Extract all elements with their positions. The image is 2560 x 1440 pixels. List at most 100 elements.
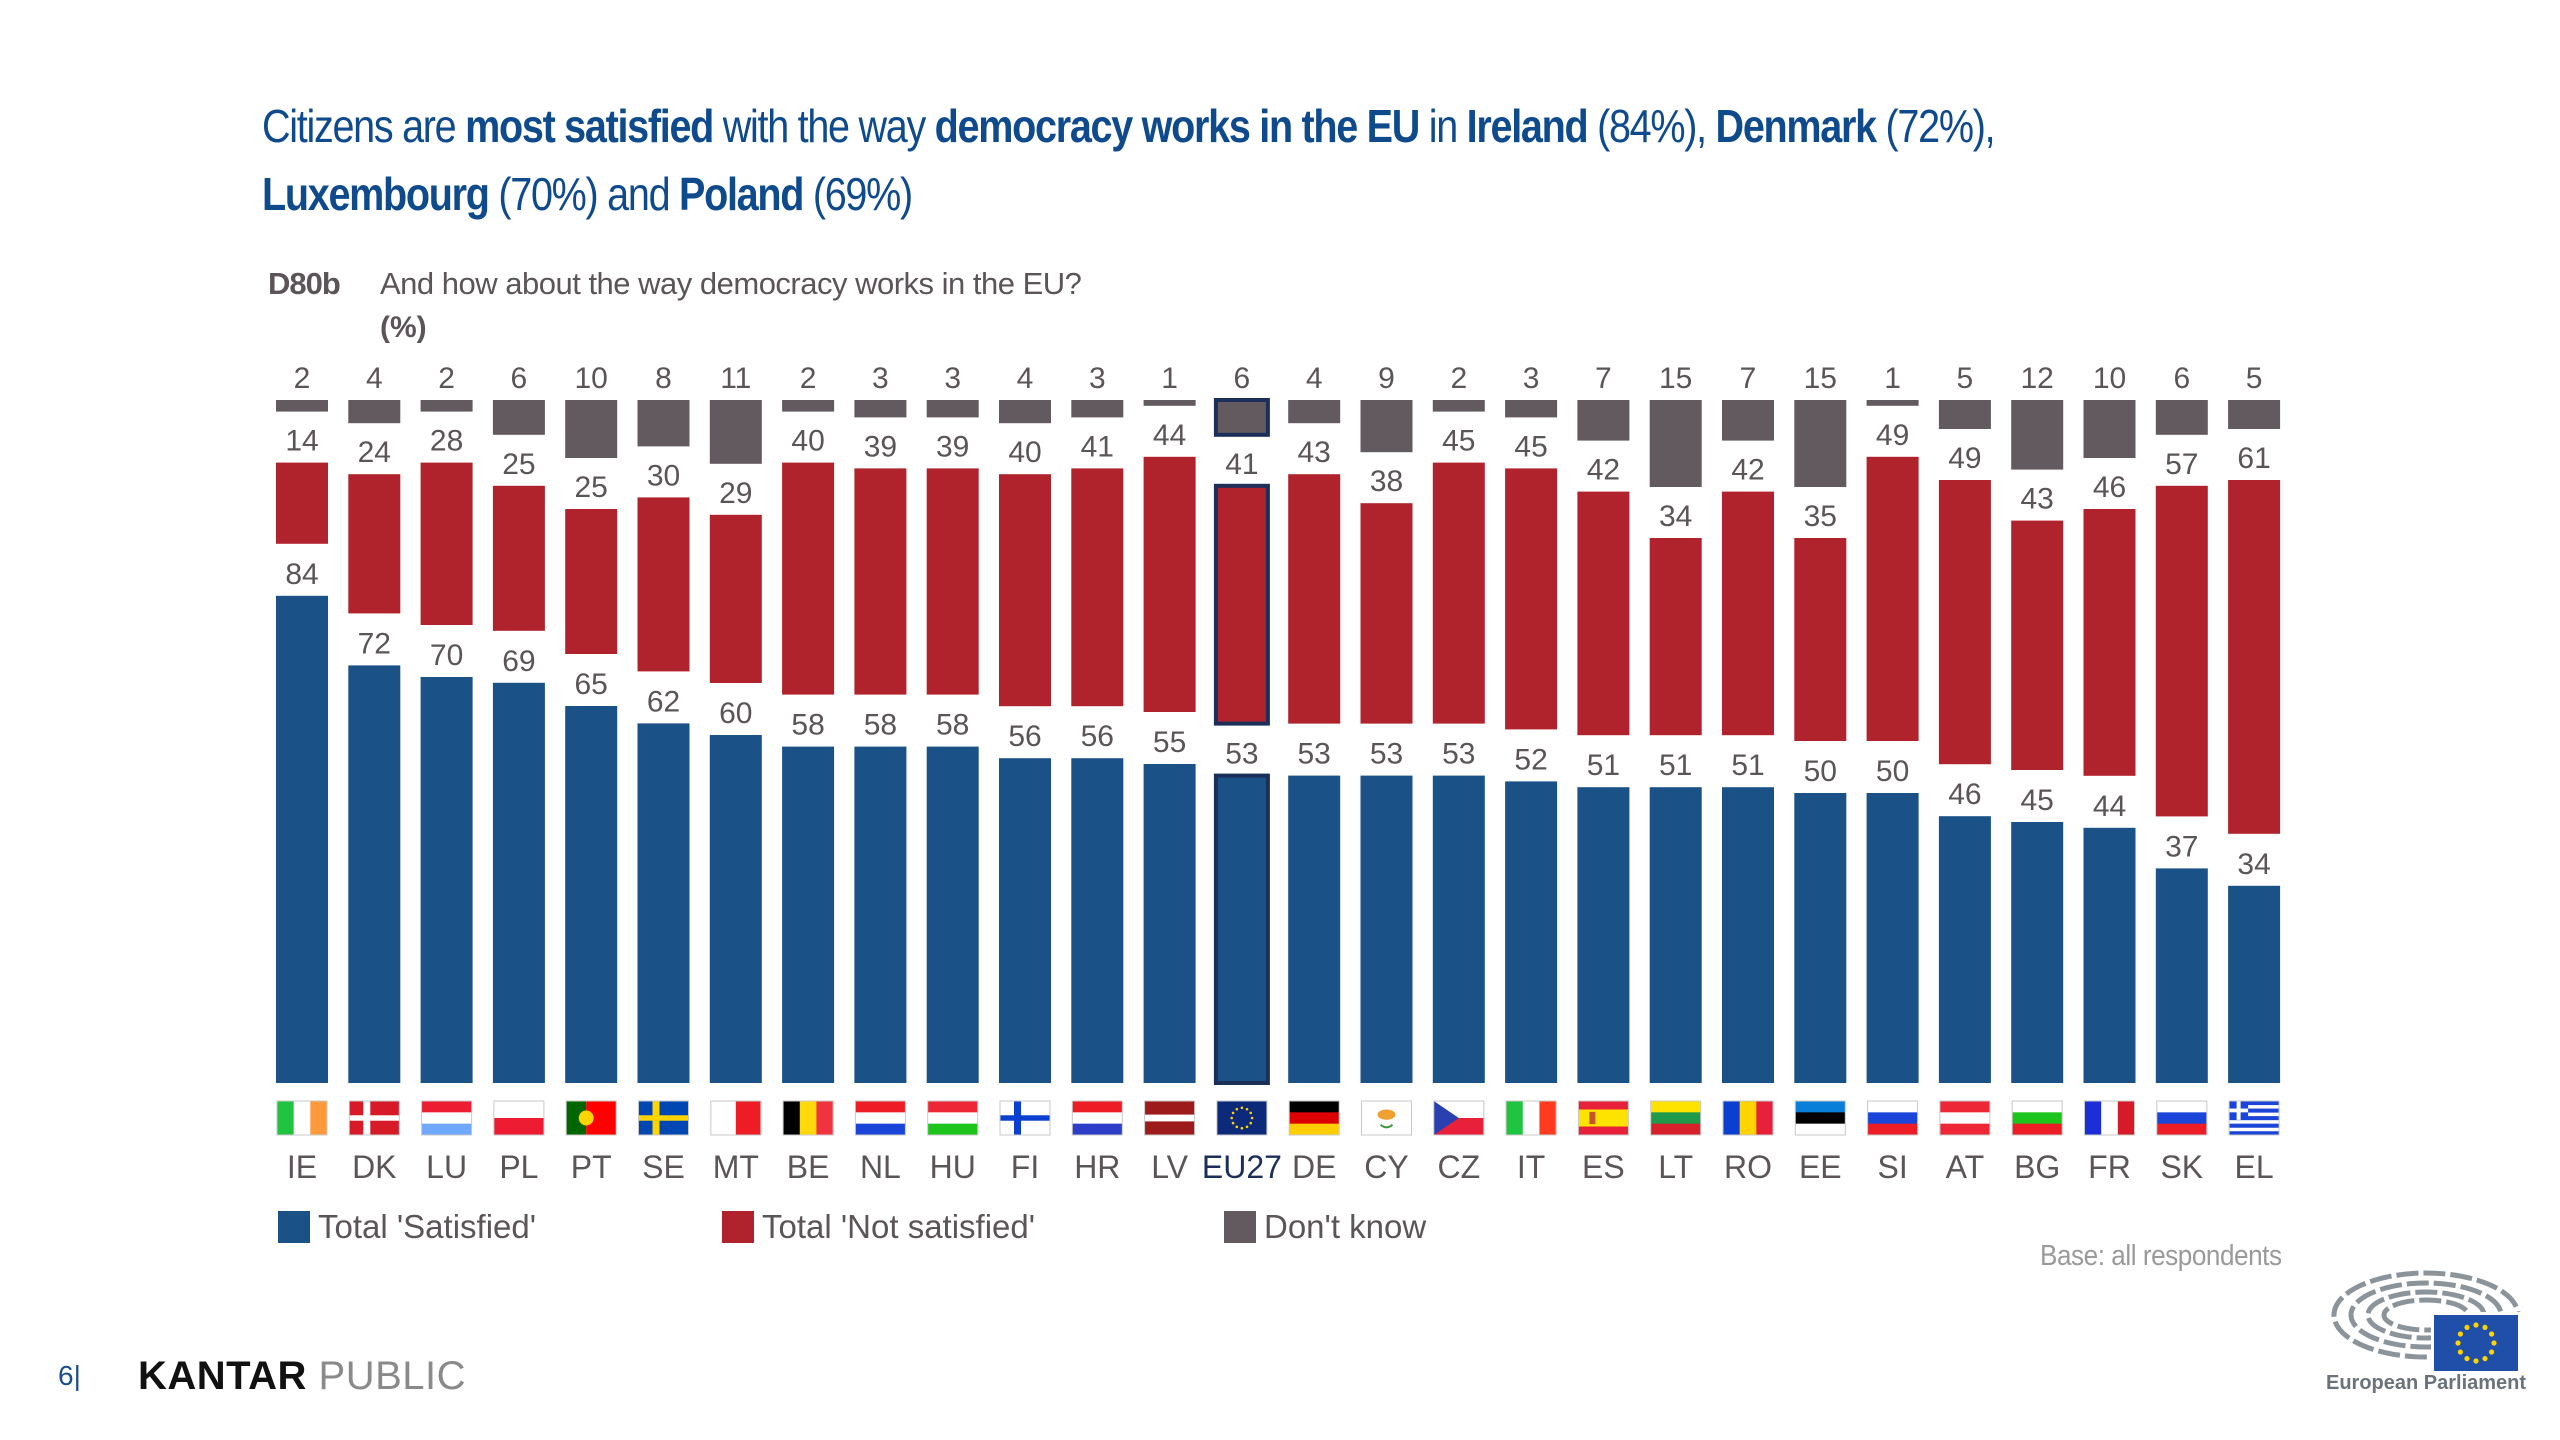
bar-satisfied	[1143, 764, 1196, 1083]
bar-satisfied	[1866, 793, 1919, 1083]
category-label: HU	[930, 1149, 976, 1185]
label-dont-know: 7	[1740, 362, 1757, 395]
category-label: LV	[1151, 1149, 1188, 1185]
flag-nl-icon	[854, 1100, 906, 1136]
flag-es-icon	[1577, 1100, 1629, 1136]
label-dont-know: 3	[872, 362, 889, 395]
label-dont-know: 15	[1659, 362, 1692, 395]
bar-not-satisfied	[1213, 483, 1270, 726]
bar-satisfied	[2155, 868, 2208, 1083]
label-not-satisfied: 61	[2237, 442, 2270, 475]
label-dont-know: 6	[1234, 362, 1251, 395]
eu-star-icon	[2491, 1340, 2497, 1346]
title-segment: (72%),	[1875, 100, 1996, 152]
category-label: ES	[1582, 1149, 1625, 1185]
legend-item-not-satisfied: Total 'Not satisfied'	[722, 1208, 1035, 1246]
bar-not-satisfied	[420, 462, 473, 625]
flag-eu27-icon	[1216, 1100, 1268, 1136]
bar-dont-know	[1213, 398, 1270, 437]
bar-dont-know	[2011, 400, 2064, 470]
bar-satisfied	[637, 723, 690, 1083]
flag-lu-icon	[421, 1100, 473, 1136]
label-dont-know: 15	[1804, 362, 1837, 395]
bar-satisfied	[1938, 816, 1991, 1083]
flag-ro-icon	[1722, 1100, 1774, 1136]
flag-ie-icon	[276, 1100, 328, 1136]
eu-star-icon	[2482, 1355, 2488, 1362]
label-satisfied: 56	[1081, 720, 1114, 753]
flag-sk-icon	[2156, 1100, 2208, 1136]
label-satisfied: 53	[1298, 738, 1331, 771]
bar-satisfied	[1722, 787, 1774, 1083]
bar-dont-know	[1649, 400, 1702, 487]
label-not-satisfied: 41	[1225, 448, 1258, 481]
label-satisfied: 56	[1008, 720, 1041, 753]
bar-dont-know	[1866, 400, 1919, 406]
label-not-satisfied: 44	[1153, 419, 1186, 452]
label-dont-know: 1	[1161, 362, 1178, 395]
label-not-satisfied: 42	[1587, 454, 1620, 487]
stacked-bar-chart: 28414IE47224DK27028LU66925PL106525PT8623…	[276, 362, 2281, 1185]
bar-satisfied	[1071, 758, 1124, 1083]
category-label: EE	[1799, 1149, 1842, 1185]
bar-dont-know	[492, 400, 545, 435]
flag-lt-icon	[1650, 1100, 1702, 1136]
label-satisfied: 51	[1731, 749, 1764, 782]
european-parliament-label: European Parliament	[2326, 1372, 2527, 1394]
bar-not-satisfied	[1505, 468, 1558, 730]
label-dont-know: 10	[575, 362, 608, 395]
category-label: MT	[713, 1149, 759, 1185]
label-not-satisfied: 45	[1514, 430, 1547, 463]
label-satisfied: 50	[1876, 755, 1909, 788]
flag-pt-icon	[565, 1100, 617, 1136]
bar-not-satisfied	[709, 514, 762, 683]
label-not-satisfied: 28	[430, 425, 463, 458]
kantar-logo-secondary: PUBLIC	[318, 1354, 467, 1398]
legend-label-not-satisfied: Total 'Not satisfied'	[762, 1208, 1036, 1245]
bar-satisfied	[1577, 787, 1630, 1083]
category-label: DE	[1292, 1149, 1336, 1185]
bar-dont-know	[1432, 400, 1485, 412]
label-dont-know: 11	[720, 362, 751, 395]
bar-satisfied	[1794, 793, 1847, 1083]
bar-satisfied	[854, 746, 907, 1083]
label-not-satisfied: 38	[1370, 465, 1403, 498]
category-label: NL	[860, 1149, 901, 1185]
flag-el-icon	[2228, 1100, 2280, 1136]
label-not-satisfied: 29	[719, 477, 752, 510]
label-not-satisfied: 35	[1804, 500, 1837, 533]
eu-star-icon	[2473, 1322, 2479, 1328]
label-not-satisfied: 57	[2165, 448, 2198, 481]
category-label: PT	[571, 1149, 612, 1185]
bar-satisfied	[420, 677, 473, 1083]
category-label: PL	[499, 1149, 538, 1185]
bar-dont-know	[420, 400, 473, 412]
category-label: HR	[1074, 1149, 1120, 1185]
bar-satisfied	[2228, 885, 2281, 1083]
category-label: EL	[2235, 1149, 2274, 1185]
category-label: DK	[352, 1149, 396, 1185]
eu-star-icon	[2457, 1331, 2464, 1337]
legend-label-satisfied: Total 'Satisfied'	[318, 1208, 537, 1245]
bar-not-satisfied	[1938, 480, 1991, 765]
bar-not-satisfied	[2155, 485, 2208, 817]
base-note: Base: all respondents	[2040, 1240, 2282, 1272]
legend-swatch-dont-know	[1224, 1211, 1256, 1243]
label-satisfied: 45	[2021, 784, 2054, 817]
title-segment: in	[1419, 100, 1467, 152]
label-satisfied: 55	[1153, 726, 1186, 759]
label-dont-know: 4	[1306, 362, 1323, 395]
label-satisfied: 60	[719, 697, 752, 730]
bar-dont-know	[1360, 400, 1413, 453]
bar-dont-know	[2083, 400, 2136, 458]
label-satisfied: 53	[1225, 738, 1258, 771]
title-segment: with the way	[713, 100, 935, 152]
flag-se-icon	[638, 1100, 689, 1136]
flag-pl-icon	[493, 1100, 545, 1136]
label-dont-know: 8	[655, 362, 672, 395]
label-dont-know: 6	[2173, 362, 2190, 395]
legend-label-dont-know: Don't know	[1264, 1208, 1427, 1245]
bar-satisfied	[2011, 822, 2064, 1083]
label-satisfied: 44	[2093, 790, 2126, 823]
bar-satisfied	[565, 706, 618, 1083]
